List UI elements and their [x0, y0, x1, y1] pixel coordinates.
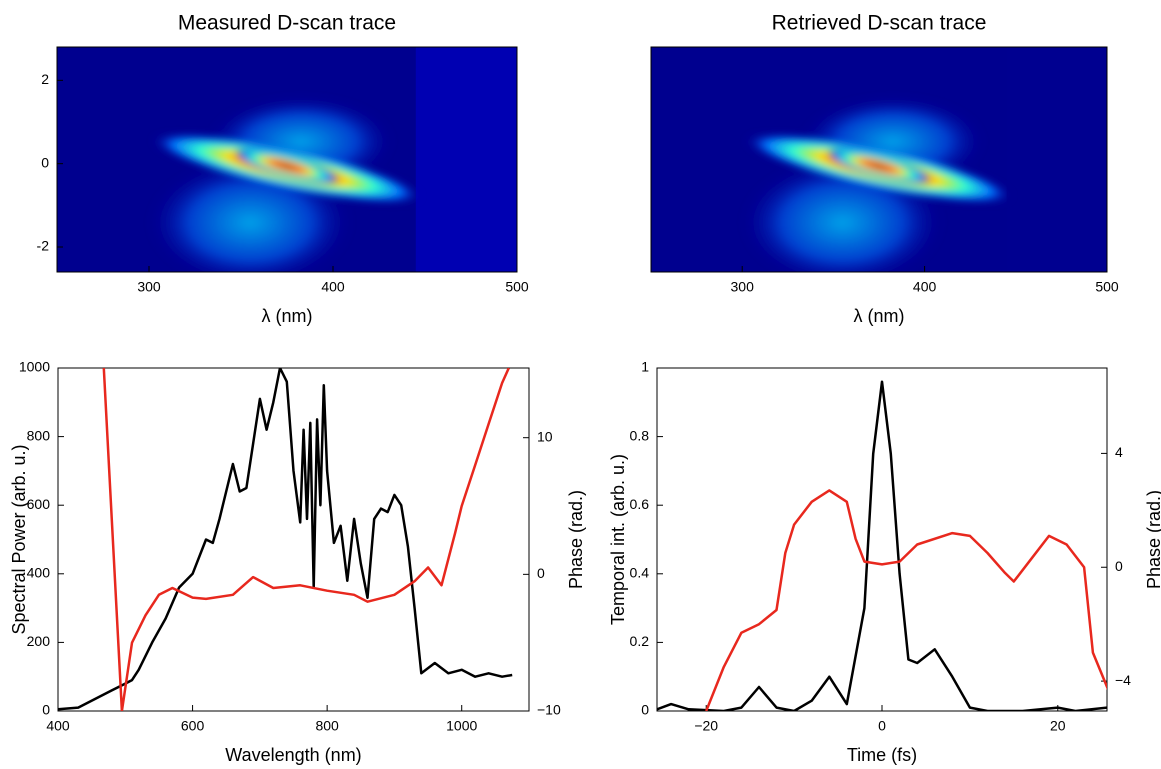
- y-tick-label: 2: [41, 71, 49, 87]
- y2-tick-label: 4: [1115, 444, 1123, 460]
- y-tick-label: -2: [37, 238, 50, 254]
- chart-title: Measured D-scan trace: [178, 12, 396, 35]
- y-axis-label: Temporal int. (arb. u.): [608, 454, 628, 625]
- x-tick-label: −20: [694, 718, 718, 734]
- y-tick-label: 400: [27, 565, 51, 581]
- x-axis-label: Wavelength (nm): [225, 745, 361, 765]
- y2-tick-label: −4: [1115, 672, 1131, 688]
- x-axis-label: λ (nm): [854, 306, 905, 326]
- y2-tick-label: 0: [537, 565, 545, 581]
- trace-peak: [826, 148, 932, 185]
- data-line: [705, 489, 1107, 711]
- y-tick-label: 0: [42, 702, 50, 718]
- x-tick-label: 1000: [446, 718, 477, 734]
- y2-tick-label: 0: [1115, 558, 1123, 574]
- plot-frame: [656, 367, 1108, 712]
- y-tick-label: 0.6: [630, 496, 650, 512]
- y-tick-label: 1: [641, 359, 649, 375]
- y2-tick-label: 10: [537, 428, 553, 444]
- x-tick-label: 400: [321, 279, 345, 295]
- x-tick-label: 500: [505, 279, 529, 295]
- y-tick-label: 1000: [19, 359, 50, 375]
- y-tick-label: 200: [27, 633, 51, 649]
- trace-peak: [233, 148, 341, 185]
- chart-title: Retrieved D-scan trace: [772, 12, 987, 35]
- y-tick-label: 0: [641, 702, 649, 718]
- x-tick-label: 300: [137, 279, 161, 295]
- heatmap-band: [415, 47, 517, 272]
- x-tick-label: 0: [878, 718, 886, 734]
- y-tick-label: 0.4: [630, 565, 650, 581]
- y2-axis-label: Phase (rad.): [1144, 490, 1161, 589]
- y-tick-label: 0.8: [630, 427, 650, 443]
- y-tick-label: 800: [27, 427, 51, 443]
- y-tick-label: 0: [41, 154, 49, 170]
- y-axis-label: Spectral Power (arb. u.): [9, 444, 29, 634]
- x-tick-label: 600: [181, 718, 205, 734]
- y2-axis-label: Phase (rad.): [566, 490, 586, 589]
- x-tick-label: 400: [46, 718, 70, 734]
- heatmap-blobs: [742, 96, 1013, 272]
- plot-frame: [56, 46, 518, 273]
- plot-frame: [57, 367, 530, 712]
- plot-frame: [650, 46, 1108, 273]
- data-line: [102, 368, 510, 711]
- y2-tick-label: −10: [537, 702, 561, 718]
- x-tick-label: 500: [1095, 279, 1119, 295]
- x-tick-label: 800: [315, 718, 339, 734]
- data-line: [58, 368, 513, 711]
- x-tick-label: 20: [1050, 718, 1066, 734]
- heatmap-texture: [742, 47, 1107, 272]
- data-line: [657, 380, 1107, 711]
- x-tick-label: 400: [913, 279, 937, 295]
- y-tick-label: 0.2: [630, 633, 650, 649]
- heatmap-band: [1006, 47, 1107, 272]
- x-axis-label: Time (fs): [847, 745, 917, 765]
- x-axis-label: λ (nm): [262, 306, 313, 326]
- heatmap-texture: [149, 47, 517, 272]
- heatmap-blobs: [149, 96, 423, 272]
- y-tick-label: 600: [27, 496, 51, 512]
- x-tick-label: 300: [731, 279, 755, 295]
